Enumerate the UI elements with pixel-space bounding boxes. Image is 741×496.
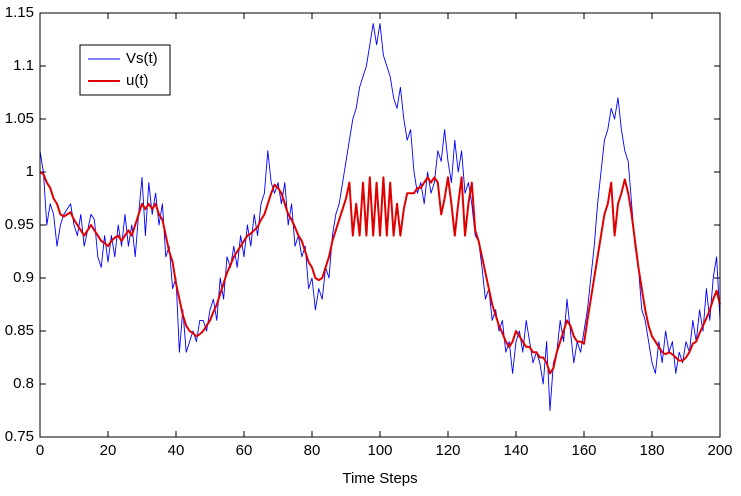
x-tick-label: 60 (236, 442, 253, 459)
y-tick-label: 0.75 (5, 428, 34, 445)
x-tick-label: 80 (304, 442, 321, 459)
x-tick-label: 0 (36, 442, 44, 459)
x-tick-label: 100 (367, 442, 392, 459)
x-tick-label: 200 (707, 442, 732, 459)
x-tick-label: 140 (503, 442, 528, 459)
y-tick-label: 1.15 (5, 4, 34, 21)
y-tick-label: 0.95 (5, 216, 34, 233)
y-tick-label: 1.05 (5, 110, 34, 127)
legend-label: u(t) (126, 72, 149, 89)
plot-frame (39, 12, 721, 438)
y-tick-label: 0.8 (13, 375, 34, 392)
x-axis-label: Time Steps (342, 470, 417, 487)
y-tick-label: 0.85 (5, 322, 34, 339)
y-tick-label: 1 (26, 163, 34, 180)
x-tick-label: 20 (100, 442, 117, 459)
x-tick-label: 160 (571, 442, 596, 459)
legend-box (79, 44, 171, 96)
y-tick-label: 1.1 (13, 57, 34, 74)
x-tick-label: 40 (168, 442, 185, 459)
series-line (39, 171, 721, 375)
y-tick-label: 0.9 (13, 269, 34, 286)
x-tick-label: 180 (639, 442, 664, 459)
legend-label: Vs(t) (126, 50, 158, 67)
x-tick-label: 120 (435, 442, 460, 459)
